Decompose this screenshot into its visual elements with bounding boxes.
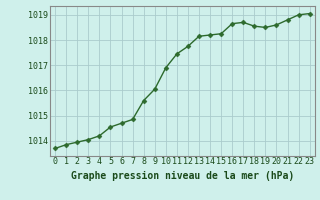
X-axis label: Graphe pression niveau de la mer (hPa): Graphe pression niveau de la mer (hPa): [71, 171, 294, 181]
